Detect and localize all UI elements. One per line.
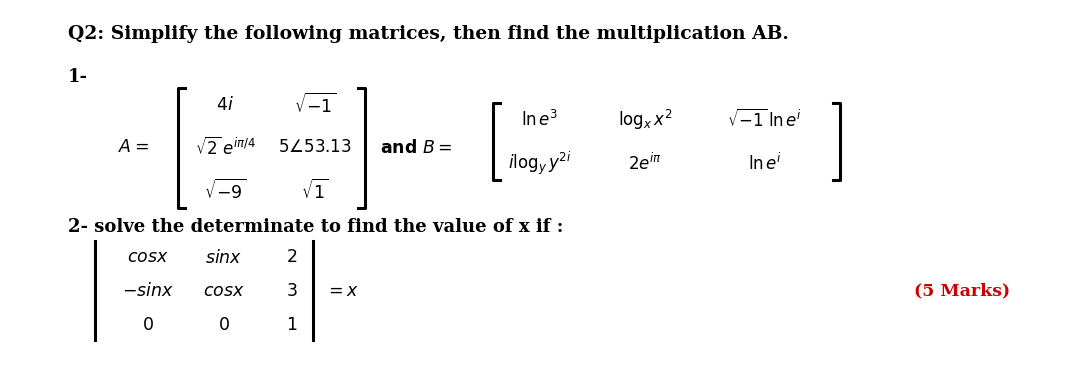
Text: $sinx$: $sinx$ <box>205 249 243 267</box>
Text: 2- solve the determinate to find the value of x if :: 2- solve the determinate to find the val… <box>68 218 564 236</box>
Text: $\sqrt{-1}$: $\sqrt{-1}$ <box>294 93 336 117</box>
Text: $\sqrt{1}$: $\sqrt{1}$ <box>301 179 328 203</box>
Text: $\sqrt{-9}$: $\sqrt{-9}$ <box>204 179 246 203</box>
Text: $1$: $1$ <box>286 316 298 334</box>
Text: Q2: Simplify the following matrices, then find the multiplication AB.: Q2: Simplify the following matrices, the… <box>68 25 788 43</box>
Text: $0$: $0$ <box>143 316 154 334</box>
Text: (5 Marks): (5 Marks) <box>914 283 1010 299</box>
Text: $\log_x x^2$: $\log_x x^2$ <box>618 108 672 132</box>
Text: $\mathbf{and}\ B =$: $\mathbf{and}\ B =$ <box>380 139 453 157</box>
Text: $i\log_y y^{2i}$: $i\log_y y^{2i}$ <box>509 149 571 177</box>
Text: $5\angle 53.13$: $5\angle 53.13$ <box>279 139 352 156</box>
Text: $-sinx$: $-sinx$ <box>122 282 174 300</box>
Text: $0$: $0$ <box>218 316 230 334</box>
Text: $4i$: $4i$ <box>216 96 234 114</box>
Text: $A =$: $A =$ <box>118 139 149 156</box>
Text: $3$: $3$ <box>286 283 298 299</box>
Text: 1-: 1- <box>68 68 87 86</box>
Text: $\mathrm{ln}\,e^i$: $\mathrm{ln}\,e^i$ <box>748 152 782 174</box>
Text: $\sqrt{2}\,e^{i\pi/4}$: $\sqrt{2}\,e^{i\pi/4}$ <box>194 137 256 159</box>
Text: $\sqrt{-1}\,\mathrm{ln}\,e^i$: $\sqrt{-1}\,\mathrm{ln}\,e^i$ <box>728 109 802 131</box>
Text: $\mathrm{ln}\,e^3$: $\mathrm{ln}\,e^3$ <box>522 110 558 130</box>
Text: $2e^{i\pi}$: $2e^{i\pi}$ <box>627 152 662 174</box>
Text: $cosx$: $cosx$ <box>127 250 168 266</box>
Text: $2$: $2$ <box>286 250 298 266</box>
Text: $cosx$: $cosx$ <box>203 283 245 299</box>
Text: $= x$: $= x$ <box>325 283 359 299</box>
